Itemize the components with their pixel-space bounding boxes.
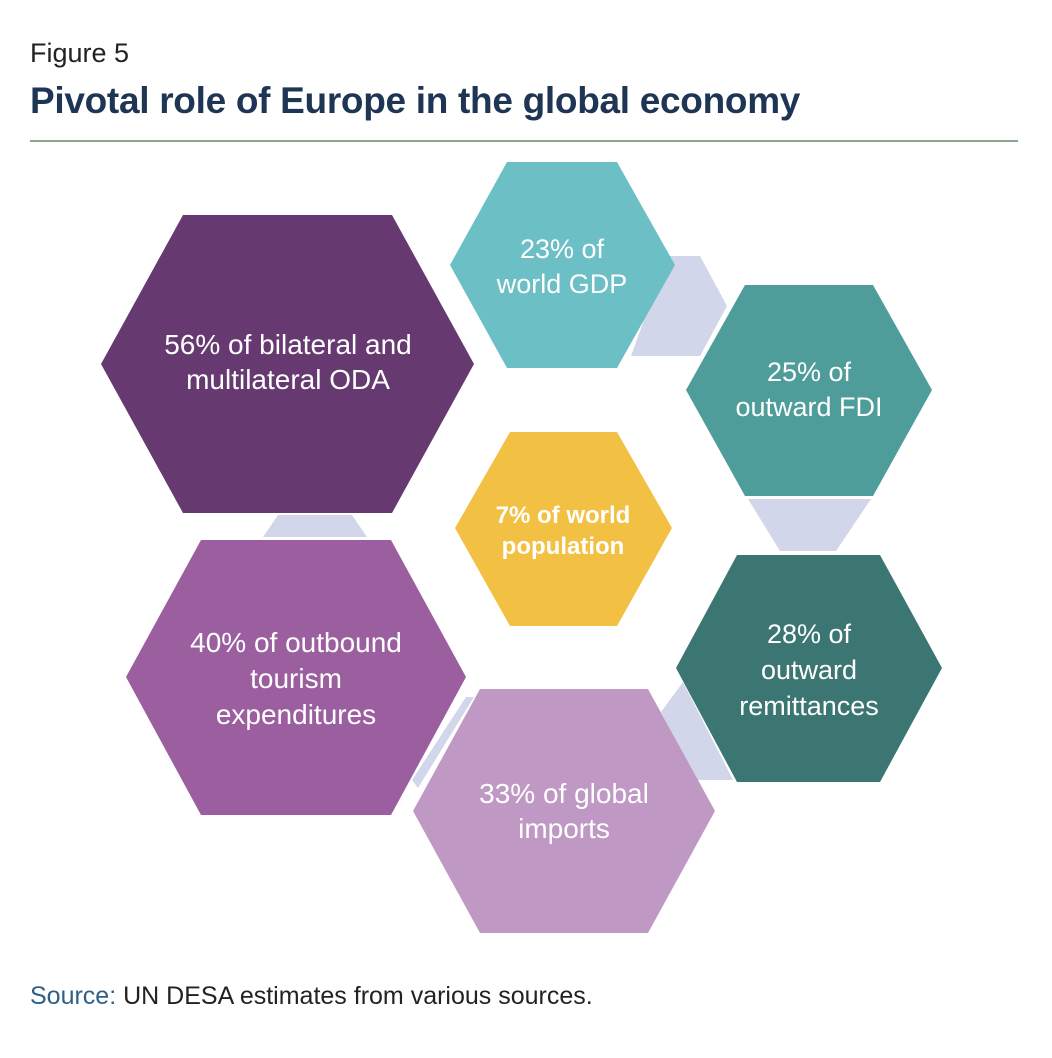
hexagon-remittances: 28% of outward remittances (676, 555, 942, 782)
hexagon-tourism-line: 40% of outbound (190, 627, 402, 658)
hexagon-fdi: 25% of outward FDI (686, 285, 932, 496)
hexagon-imports-line: 33% of global (479, 778, 649, 809)
hexagon-tourism-line: expenditures (216, 699, 376, 730)
connector-gdp-fdi (631, 256, 727, 356)
hexagon-gdp-text: 23% of world GDP (496, 234, 628, 299)
hexagon-population-line: 7% of world (496, 502, 631, 529)
hexagon-remittances-shape (676, 555, 942, 782)
hexagon-population-text: 7% of world population (496, 502, 631, 560)
connector-remittances-imports (661, 682, 733, 780)
source-text: UN DESA estimates from various sources. (116, 982, 593, 1010)
hexagon-tourism-text: 40% of outbound tourism expenditures (190, 627, 402, 730)
source-note: Source: UN DESA estimates from various s… (30, 982, 593, 1011)
hexagon-gdp-line: world GDP (496, 269, 628, 299)
hexagon-tourism-shape (126, 540, 466, 815)
hexagon-imports-text: 33% of global imports (479, 778, 649, 844)
hexagon-remittances-line: outward (761, 655, 857, 685)
title-divider (30, 140, 1018, 142)
hexagon-tourism-line: tourism (250, 663, 342, 694)
connector-tourism-imports (412, 697, 474, 788)
hexagon-gdp: 23% of world GDP (450, 162, 675, 368)
hexagon-remittances-text: 28% of outward remittances (739, 619, 879, 721)
figure-label: Figure 5 (30, 38, 130, 68)
hexagon-gdp-shape (450, 162, 675, 368)
hexagon-population-line: population (502, 533, 625, 560)
hexagon-oda-shape (101, 215, 474, 513)
hexagon-group: 56% of bilateral and multilateral ODA 23%… (101, 162, 942, 933)
hexagon-population: 7% of world population (455, 432, 672, 626)
connectors (263, 256, 871, 788)
hexagon-remittances-line: remittances (739, 691, 879, 721)
hexagon-fdi-shape (686, 285, 932, 496)
hexagon-population-shape (455, 432, 672, 626)
hexagon-tourism: 40% of outbound tourism expenditures (126, 540, 466, 815)
hexagon-diagram: 56% of bilateral and multilateral ODA 23%… (101, 162, 942, 933)
hexagon-oda: 56% of bilateral and multilateral ODA (101, 215, 474, 513)
hexagon-fdi-line: 25% of (767, 357, 852, 387)
hexagon-imports: 33% of global imports (413, 689, 715, 933)
hexagon-fdi-text: 25% of outward FDI (735, 357, 882, 422)
connector-fdi-remittances (748, 499, 871, 551)
hexagon-oda-text: 56% of bilateral and multilateral ODA (164, 329, 412, 395)
hexagon-imports-line: imports (518, 813, 610, 844)
hexagon-oda-line: multilateral ODA (186, 364, 390, 395)
hexagon-remittances-line: 28% of (767, 619, 852, 649)
hexagon-oda-line: 56% of bilateral and (164, 329, 412, 360)
connector-oda-tourism (263, 515, 367, 537)
hexagon-gdp-line: 23% of (520, 234, 605, 264)
hexagon-imports-shape (413, 689, 715, 933)
hexagon-fdi-line: outward FDI (735, 392, 882, 422)
figure-title: Pivotal role of Europe in the global eco… (30, 80, 801, 121)
source-label: Source: (30, 982, 117, 1010)
